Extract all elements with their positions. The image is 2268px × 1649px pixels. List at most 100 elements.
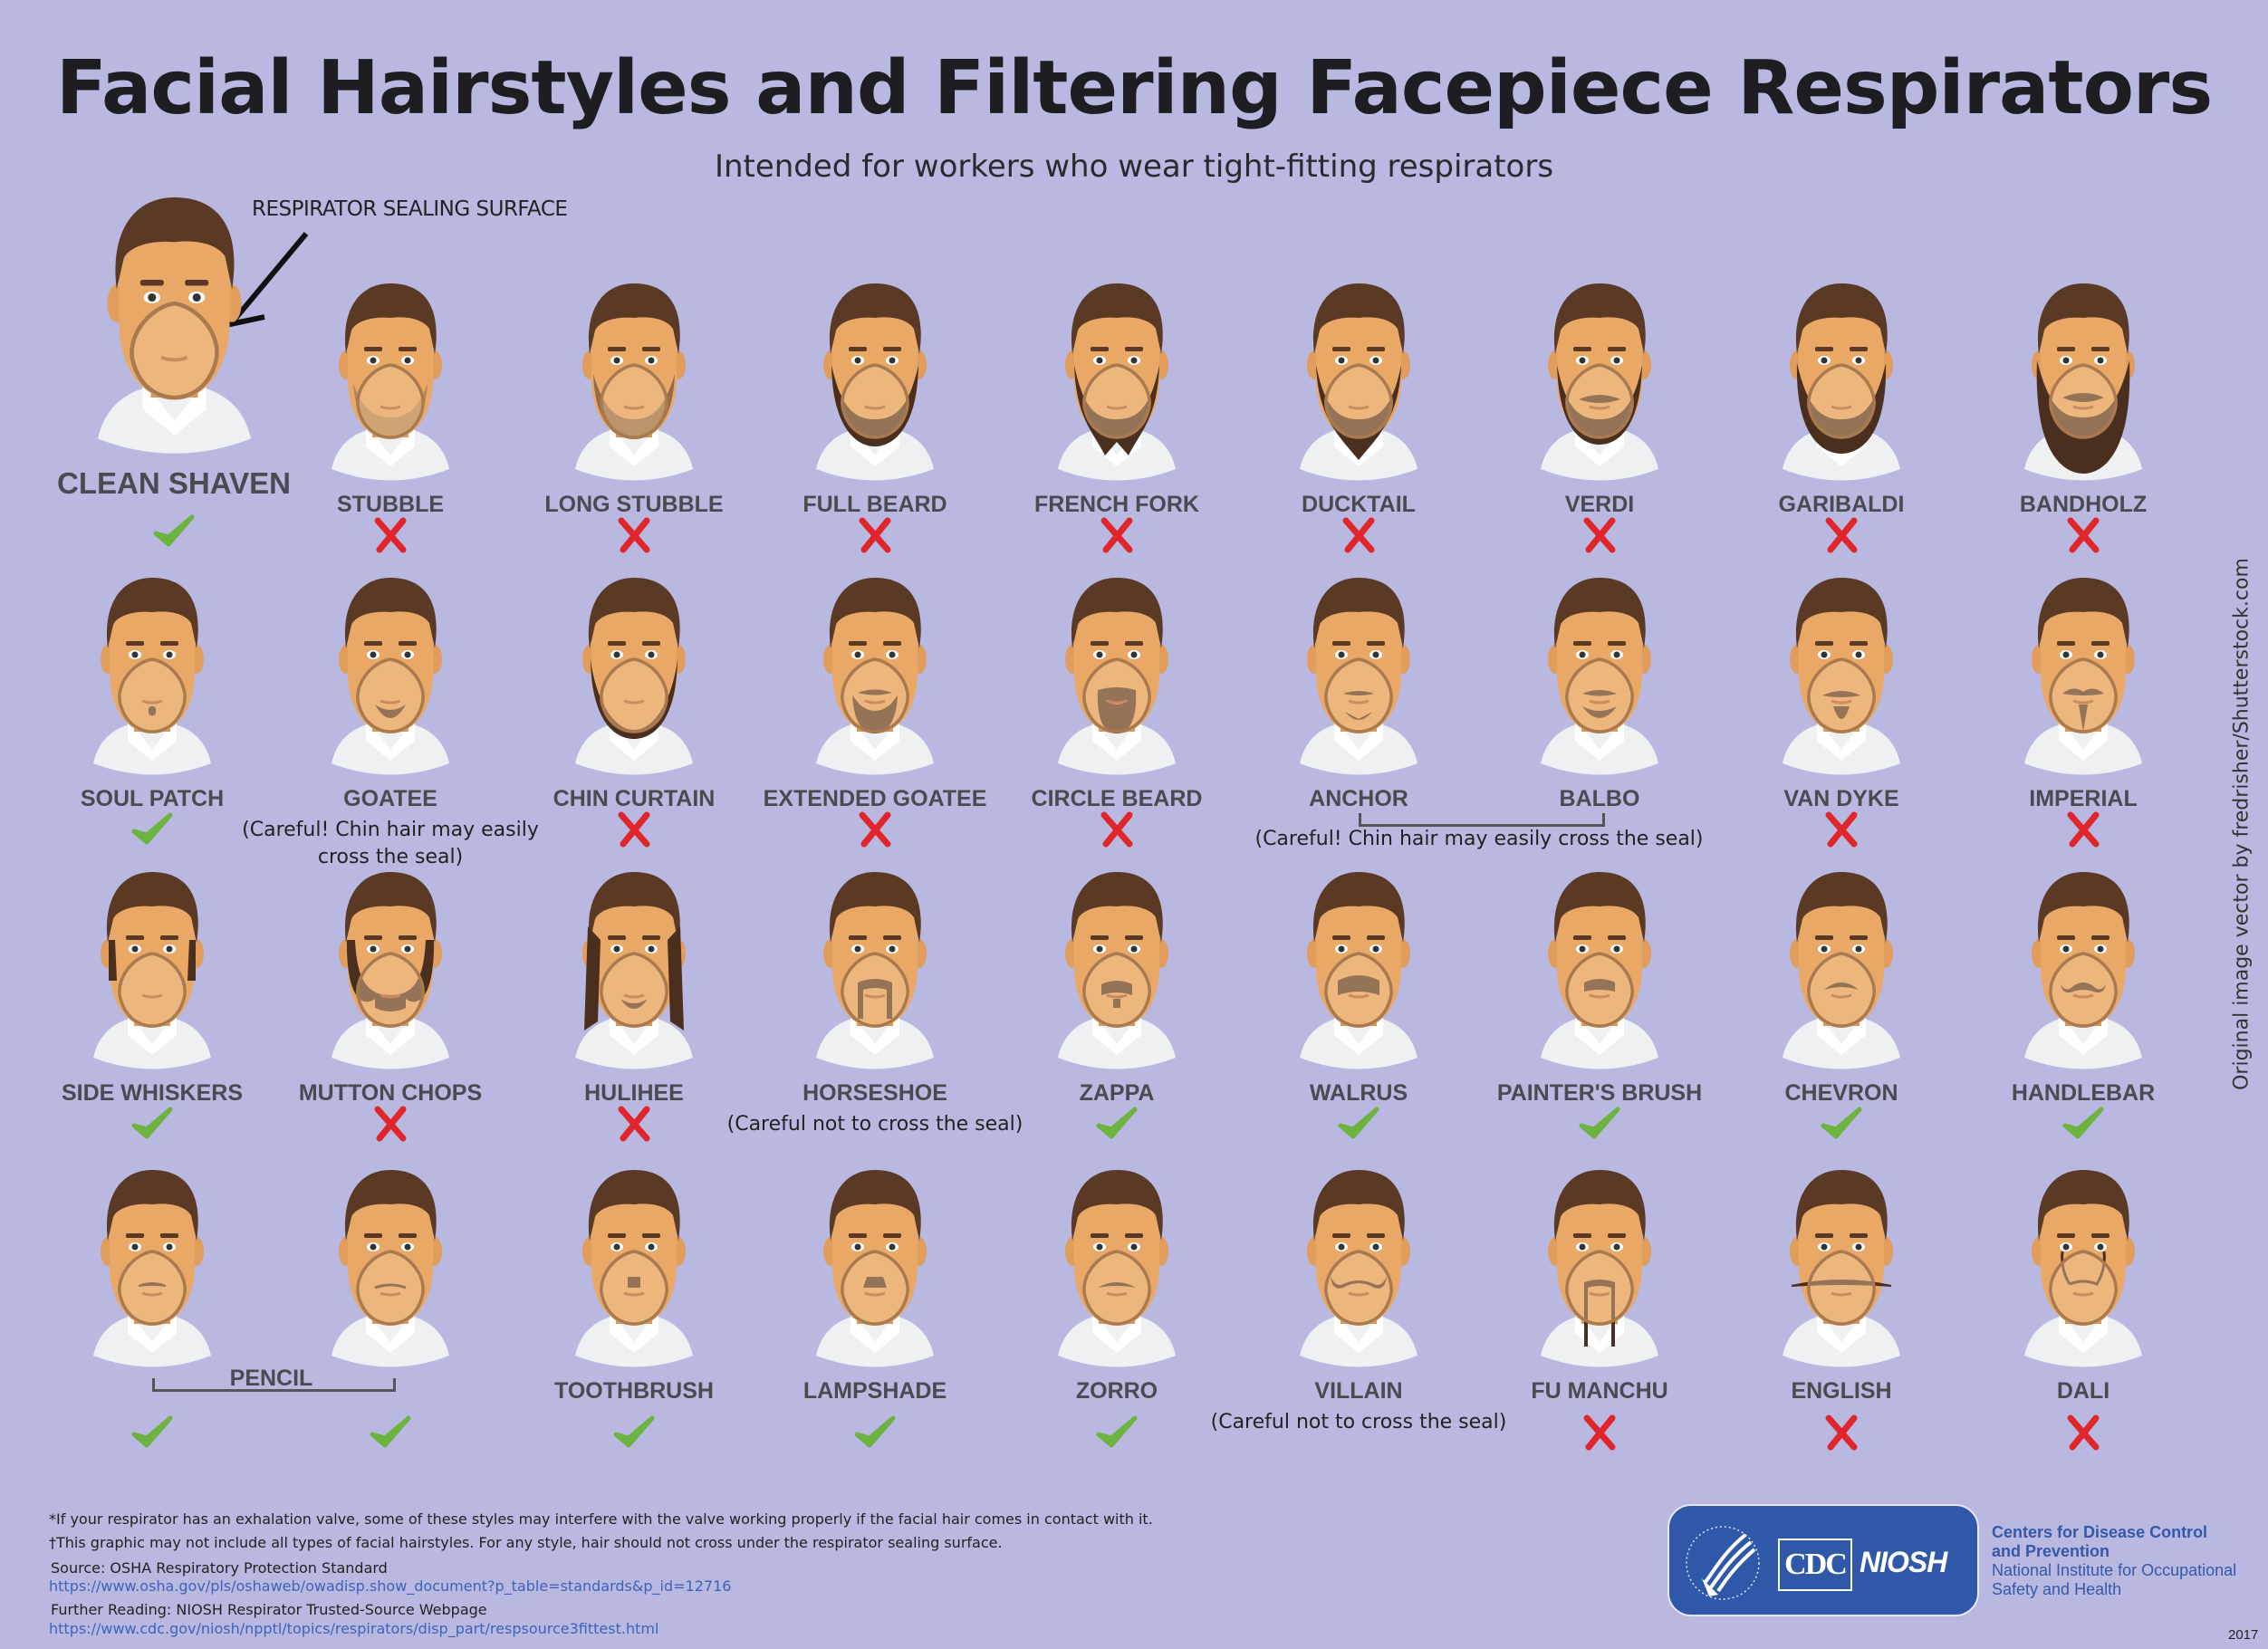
x-icon <box>1342 517 1375 553</box>
check-icon <box>613 1415 655 1448</box>
face-illustration <box>97 197 251 454</box>
hairstyle-label: VILLAIN <box>1314 1378 1403 1404</box>
hairstyle-verdi: VERDI <box>1482 274 1717 553</box>
face-illustration <box>575 578 693 775</box>
hairstyle-vandyke: VAN DYKE <box>1724 569 1959 848</box>
x-icon <box>2067 811 2100 848</box>
face-illustration <box>1058 1170 1176 1367</box>
face-illustration <box>1783 872 1900 1069</box>
hairstyle-goatee: GOATEE (Careful! Chin hair may easily cro… <box>242 569 539 868</box>
hairstyle-label: IMPERIAL <box>2029 786 2138 811</box>
hairstyle-painter: PAINTER'S BRUSH <box>1482 863 1717 1139</box>
x-icon <box>618 517 650 553</box>
hairstyle-label: GARIBALDI <box>1778 492 1905 517</box>
hairstyle-bandholz: BANDHOLZ <box>1965 274 2201 553</box>
hairstyle-garibaldi: GARIBALDI <box>1724 274 1959 553</box>
check-icon <box>1096 1415 1138 1448</box>
hairstyle-fork: FRENCH FORK <box>999 274 1235 553</box>
caution-note: (Careful not to cross the seal) <box>726 1113 1023 1136</box>
check-icon <box>1821 1107 1862 1139</box>
face-illustration <box>575 1170 693 1367</box>
hairstyle-label: SIDE WHISKERS <box>61 1080 244 1106</box>
face-illustration <box>1300 578 1418 775</box>
hairstyle-label: BALBO <box>1559 786 1640 811</box>
hairstyle-label: HANDLEBAR <box>2011 1080 2156 1106</box>
hairstyle-english: ENGLISH <box>1724 1161 1959 1451</box>
hairstyle-horseshoe: HORSESHOE (Careful not to cross the seal) <box>727 863 1023 1136</box>
hairstyle-label: FULL BEARD <box>802 492 947 517</box>
hairstyle-zorro: ZORRO <box>999 1161 1235 1448</box>
hairstyle-toothbrush: TOOTHBRUSH <box>516 1161 752 1448</box>
check-icon <box>153 514 195 547</box>
x-icon <box>1825 811 1858 848</box>
hairstyle-label: ENGLISH <box>1791 1378 1892 1404</box>
face-illustration <box>93 1170 211 1367</box>
group-note: (Careful! Chin hair may easily cross the… <box>1254 828 1704 850</box>
face-illustration <box>575 283 693 481</box>
hairstyle-label: TOOTHBRUSH <box>554 1378 714 1404</box>
hairstyle-label: ZORRO <box>1075 1378 1158 1404</box>
x-icon <box>859 517 891 553</box>
face-illustration <box>332 872 449 1069</box>
group-bracket <box>1359 813 1605 827</box>
niosh-wordmark: NIOSH <box>1860 1546 1947 1578</box>
hairstyle-balbo: BALBO <box>1482 569 1717 811</box>
hhs-eagle-icon <box>1686 1526 1760 1600</box>
hairstyle-label: PAINTER'S BRUSH <box>1496 1080 1703 1106</box>
source-label: Source: OSHA Respiratory Protection Stan… <box>51 1559 388 1577</box>
face-illustration <box>816 872 934 1069</box>
x-icon <box>374 1106 407 1142</box>
hairstyle-label: SOUL PATCH <box>80 786 225 811</box>
hairstyle-label: VAN DYKE <box>1783 786 1899 811</box>
further-reading-link[interactable]: https://www.cdc.gov/niosh/npptl/topics/r… <box>49 1620 659 1637</box>
face-illustration <box>2024 1170 2142 1367</box>
check-icon <box>1338 1107 1379 1139</box>
hairstyle-lampshade: LAMPSHADE <box>757 1161 993 1448</box>
x-icon <box>1583 1414 1616 1451</box>
org-name-line4: Safety and Health <box>1992 1580 2122 1598</box>
hairstyle-label: ZAPPA <box>1079 1080 1155 1106</box>
x-icon <box>1825 1414 1858 1451</box>
hairstyle-label: HULIHEE <box>584 1080 684 1106</box>
hairstyle-walrus: WALRUS <box>1241 863 1476 1139</box>
hairstyle-label: ANCHOR <box>1309 786 1408 811</box>
org-name-line1: Centers for Disease Control <box>1992 1523 2208 1541</box>
face-illustration <box>1783 283 1900 481</box>
hairstyle-label: DUCKTAIL <box>1302 492 1416 517</box>
footnote-coverage: †This graphic may not include all types … <box>49 1534 1003 1551</box>
hairstyle-imperial: IMPERIAL <box>1965 569 2201 848</box>
face-illustration <box>575 872 693 1069</box>
check-icon <box>131 812 173 845</box>
hairstyle-label: FRENCH FORK <box>1034 492 1199 517</box>
hairstyle-hulihee: HULIHEE <box>516 863 752 1142</box>
hairstyle-extgoatee: EXTENDED GOATEE <box>757 569 993 848</box>
hairstyle-fullbeard: FULL BEARD <box>757 274 993 553</box>
hairstyle-fumanchu: FU MANCHU <box>1482 1161 1717 1451</box>
face-illustration <box>93 578 211 775</box>
x-icon <box>1100 811 1133 848</box>
hairstyle-label: MUTTON CHOPS <box>298 1080 483 1106</box>
check-icon <box>854 1415 896 1448</box>
year: 2017 <box>2228 1627 2259 1643</box>
face-illustration <box>93 872 211 1069</box>
x-icon <box>1583 517 1616 553</box>
image-credit: Original image vector by fredrisher/Shut… <box>2230 558 2254 1090</box>
hairstyle-villain: VILLAIN (Careful not to cross the seal) <box>1211 1161 1506 1433</box>
x-icon <box>618 1106 650 1142</box>
hairstyle-handlebar: HANDLEBAR <box>1965 863 2201 1139</box>
check-icon <box>1579 1107 1620 1139</box>
check-icon <box>131 1415 173 1448</box>
hairstyle-longstubble: LONG STUBBLE <box>516 274 752 553</box>
face-illustration <box>332 1170 449 1367</box>
face-illustration <box>1783 1170 1900 1367</box>
source-link[interactable]: https://www.osha.gov/pls/oshaweb/owadisp… <box>49 1577 732 1595</box>
group-bracket <box>152 1378 396 1392</box>
hairstyle-label: HORSESHOE <box>802 1080 947 1106</box>
hairstyle-zappa: ZAPPA <box>999 863 1235 1139</box>
face-illustration <box>1541 1170 1658 1367</box>
hairstyle-label: WALRUS <box>1309 1080 1408 1106</box>
page-title: Facial Hairstyles and Filtering Facepiec… <box>55 45 2213 131</box>
x-icon <box>859 811 891 848</box>
cdc-wordmark: CDC <box>1778 1539 1852 1591</box>
hairstyle-label: BANDHOLZ <box>2019 492 2148 517</box>
